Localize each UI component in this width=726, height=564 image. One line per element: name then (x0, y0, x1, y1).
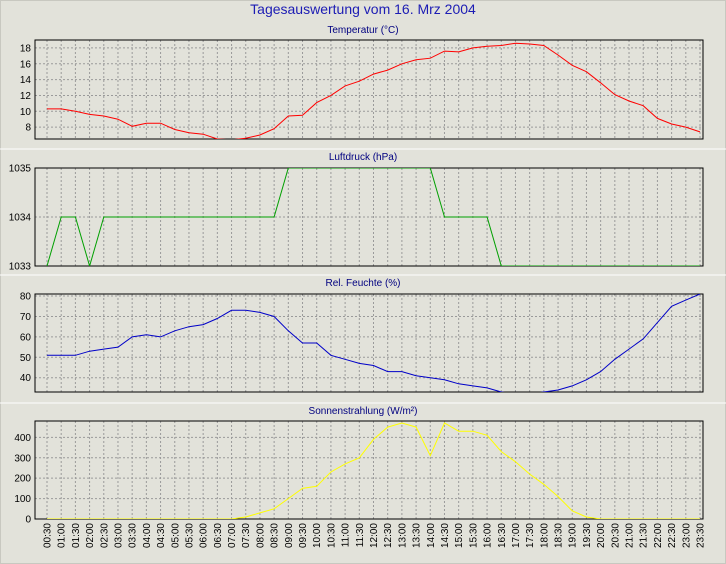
temperature-title: Temperatur (°C) (327, 25, 398, 36)
x-tick-label: 06:00 (199, 523, 210, 548)
y-tick-label: 18 (20, 43, 32, 54)
x-tick-label: 19:30 (582, 523, 593, 548)
x-tick-label: 12:30 (383, 523, 394, 548)
temperature-series-line (47, 42, 701, 139)
x-tick-label: 23:30 (696, 523, 707, 548)
y-tick-label: 100 (14, 494, 31, 505)
x-tick-label: 09:00 (284, 523, 295, 548)
x-tick-label: 01:30 (71, 523, 82, 548)
y-tick-label: 400 (14, 433, 31, 444)
x-tick-label: 08:30 (270, 523, 281, 548)
pressure-series-line (46, 168, 700, 266)
x-tick-label: 18:30 (554, 523, 565, 548)
x-tick-label: 14:30 (440, 523, 451, 548)
main-title: Tagesauswertung vom 16. Mrz 2004 (250, 1, 476, 17)
x-tick-label: 07:00 (227, 523, 238, 548)
y-tick-label: 80 (20, 292, 32, 303)
x-tick-label: 18:00 (539, 523, 550, 548)
y-tick-label: 200 (14, 474, 31, 485)
y-tick-label: 1034 (9, 213, 32, 224)
x-tick-label: 17:30 (525, 523, 536, 548)
radiation-title: Sonnenstrahlung (W/m²) (309, 406, 418, 417)
temperature-plot-area (34, 39, 704, 140)
pressure-panel: Luftdruck (hPa) 1033 1034 1035 (0, 148, 726, 273)
x-tick-label: 02:00 (85, 523, 96, 548)
radiation-plot-area (34, 420, 704, 520)
x-axis: 00:30 01:00 01:30 02:00 02:30 03:00 03:30 04:00… (43, 523, 707, 548)
x-tick-label: 09:30 (298, 523, 309, 548)
x-tick-label: 21:00 (625, 523, 636, 548)
x-tick-label: 12:00 (369, 523, 380, 548)
x-tick-label: 10:00 (312, 523, 323, 548)
x-tick-label: 08:00 (255, 523, 266, 548)
x-tick-label: 19:00 (568, 523, 579, 548)
x-tick-label: 16:00 (483, 523, 494, 548)
x-tick-label: 22:30 (667, 523, 678, 548)
x-tick-label: 04:00 (142, 523, 153, 548)
x-tick-label: 16:30 (497, 523, 508, 548)
y-tick-label: 8 (25, 123, 31, 134)
y-tick-label: 14 (20, 75, 32, 86)
x-tick-label: 03:00 (113, 523, 124, 548)
y-tick-label: 50 (20, 353, 32, 364)
y-tick-label: 60 (20, 332, 32, 343)
x-tick-label: 20:30 (610, 523, 621, 548)
x-tick-label: 11:30 (355, 523, 366, 548)
x-tick-label: 13:30 (412, 523, 423, 548)
x-tick-label: 03:30 (128, 523, 139, 548)
humidity-plot-area (34, 293, 704, 393)
x-tick-label: 20:00 (596, 523, 607, 548)
x-tick-label: 15:30 (468, 523, 479, 548)
y-tick-label: 300 (14, 453, 31, 464)
x-tick-label: 13:00 (397, 523, 408, 548)
x-tick-label: 02:30 (99, 523, 110, 548)
x-tick-label: 06:30 (213, 523, 224, 548)
x-tick-label: 11:00 (341, 523, 352, 548)
y-tick-label: 1035 (9, 164, 32, 175)
x-tick-label: 22:00 (653, 523, 664, 548)
x-tick-label: 00:30 (43, 523, 54, 548)
x-tick-label: 21:30 (639, 523, 650, 548)
x-tick-label: 23:00 (681, 523, 692, 548)
x-tick-label: 15:00 (454, 523, 465, 548)
x-tick-label: 07:30 (241, 523, 252, 548)
humidity-panel: Rel. Feuchte (%) 40 50 60 70 80 (0, 274, 726, 393)
y-tick-label: 16 (20, 59, 32, 70)
x-tick-label: 05:00 (170, 523, 181, 548)
radiation-series-line (47, 422, 700, 519)
x-tick-label: 05:30 (184, 523, 195, 548)
x-tick-label: 14:00 (426, 523, 437, 548)
temperature-panel: Temperatur (°C) 8 10 12 14 16 18 (20, 25, 704, 140)
y-tick-label: 0 (25, 515, 31, 526)
humidity-title: Rel. Feuchte (%) (325, 278, 400, 289)
radiation-panel: Sonnenstrahlung (W/m²) 0 100 200 300 400 (0, 402, 726, 526)
y-tick-label: 1033 (9, 262, 32, 273)
humidity-series-line (47, 294, 701, 392)
x-tick-label: 17:00 (511, 523, 522, 548)
x-tick-label: 10:30 (326, 523, 337, 548)
pressure-title: Luftdruck (hPa) (329, 152, 397, 163)
x-tick-label: 01:00 (57, 523, 68, 548)
y-tick-label: 10 (20, 107, 32, 118)
x-tick-label: 04:30 (156, 523, 167, 548)
y-tick-label: 40 (20, 373, 32, 384)
y-tick-label: 70 (20, 312, 32, 323)
y-tick-label: 12 (20, 91, 32, 102)
